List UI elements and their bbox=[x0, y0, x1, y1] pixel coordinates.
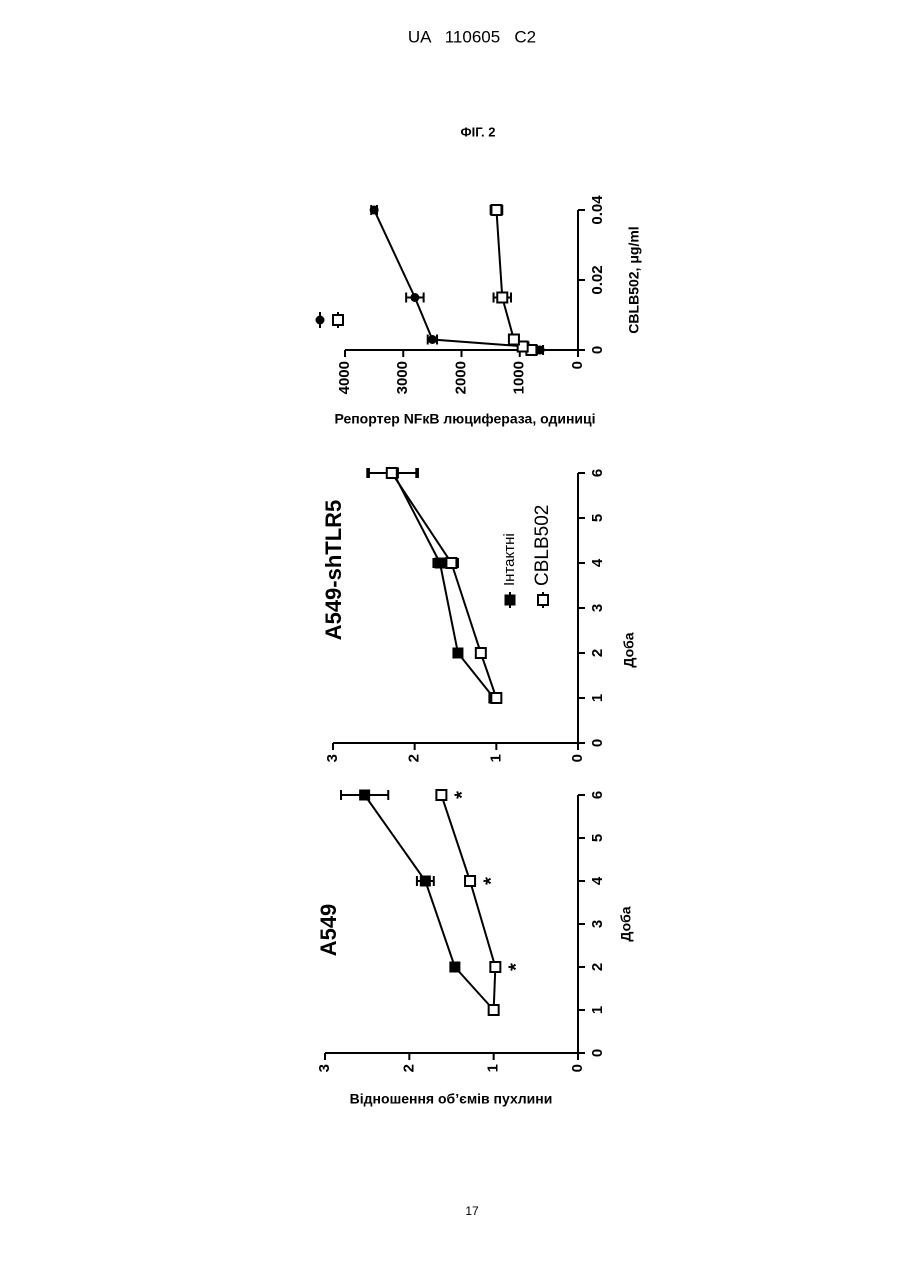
y-tick-label: 3000 bbox=[394, 361, 411, 394]
x-tick-label: 5 bbox=[589, 834, 606, 842]
patent-page: UA 110605 C2 ФІГ. 2 17 0 1 2 3 4 5 6 0 1 2 3 A549 До… bbox=[0, 0, 901, 1273]
marker bbox=[538, 595, 548, 605]
y-tick-label: 0 bbox=[569, 1064, 586, 1072]
y-tick-label: 1000 bbox=[511, 361, 528, 394]
series-line bbox=[496, 210, 531, 350]
marker bbox=[333, 315, 343, 325]
chart: 0 0.02 0.04 0 1000 2000 3000 4000 CBLB502, μg/ml… bbox=[316, 195, 642, 427]
marker bbox=[316, 316, 325, 325]
x-tick-label: 2 bbox=[589, 649, 606, 657]
marker bbox=[491, 205, 501, 215]
page: UA 110605 C2 ФІГ. 2 17 0 1 2 3 4 5 6 0 1 2 3 A549 До… bbox=[0, 0, 901, 1273]
marker bbox=[420, 876, 430, 886]
x-tick-label: 0.04 bbox=[589, 195, 606, 225]
marker bbox=[489, 1005, 499, 1015]
x-tick-label: 4 bbox=[589, 876, 606, 885]
marker bbox=[387, 468, 397, 478]
page-number: 17 bbox=[465, 1204, 479, 1218]
x-tick-label: 1 bbox=[589, 1006, 606, 1014]
x-axis-label: Доба bbox=[618, 906, 634, 941]
series-line bbox=[374, 210, 540, 350]
y-tick-label: 2 bbox=[400, 1064, 417, 1072]
x-tick-label: 3 bbox=[589, 920, 606, 928]
marker bbox=[490, 962, 500, 972]
x-axis-label: Доба bbox=[621, 632, 637, 667]
y-axis-label: Репортер NFкB люцифераза, одиниці bbox=[334, 411, 595, 427]
marker bbox=[509, 335, 519, 345]
y-tick-label: 1 bbox=[485, 1064, 502, 1072]
annotation: * bbox=[452, 791, 474, 799]
y-tick-label: 3 bbox=[324, 754, 341, 762]
marker bbox=[450, 962, 460, 972]
marker bbox=[497, 293, 507, 303]
x-tick-label: 0.02 bbox=[589, 265, 606, 294]
y-axis-label: Відношення об’ємів пухлини bbox=[350, 1091, 553, 1107]
x-tick-label: 2 bbox=[589, 963, 606, 971]
figure-label: ФІГ. 2 bbox=[461, 124, 496, 139]
y-tick-label: 2000 bbox=[452, 361, 469, 394]
marker bbox=[446, 558, 456, 568]
series-line bbox=[365, 795, 494, 1010]
y-tick-label: 0 bbox=[569, 361, 586, 369]
marker bbox=[453, 648, 463, 658]
marker bbox=[435, 558, 445, 568]
x-tick-label: 0 bbox=[589, 1049, 606, 1057]
x-tick-label: 6 bbox=[589, 791, 606, 799]
marker bbox=[370, 206, 379, 215]
marker bbox=[428, 335, 437, 344]
y-tick-label: 0 bbox=[569, 754, 586, 762]
series-line bbox=[393, 473, 493, 698]
chart-title: A549 bbox=[316, 904, 341, 957]
chart: 0 1 2 3 4 5 6 0 1 2 3 A549-shTLR5 Доба Інтактні CBLB50… bbox=[321, 468, 637, 762]
chart-title: A549-shTLR5 bbox=[321, 500, 346, 641]
annotation: * bbox=[480, 877, 502, 885]
marker bbox=[505, 595, 515, 605]
x-axis-label: CBLB502, μg/ml bbox=[626, 226, 642, 333]
marker bbox=[410, 293, 419, 302]
chart: 0 1 2 3 4 5 6 0 1 2 3 A549 Доба Відношення об’ємів пу… bbox=[316, 790, 634, 1107]
x-tick-label: 5 bbox=[589, 514, 606, 522]
marker bbox=[465, 876, 475, 886]
x-tick-label: 3 bbox=[589, 604, 606, 612]
header: UA 110605 C2 bbox=[408, 27, 536, 46]
marker bbox=[360, 790, 370, 800]
marker bbox=[491, 693, 501, 703]
y-tick-label: 2 bbox=[406, 754, 423, 762]
annotation: * bbox=[506, 963, 528, 971]
legend-label: Інтактні bbox=[501, 533, 518, 586]
y-tick-label: 1 bbox=[487, 754, 504, 762]
series-line bbox=[441, 795, 495, 1010]
x-tick-label: 0 bbox=[589, 739, 606, 747]
x-tick-label: 6 bbox=[589, 469, 606, 477]
x-tick-label: 0 bbox=[589, 346, 606, 354]
marker bbox=[436, 790, 446, 800]
y-tick-label: 4000 bbox=[336, 361, 353, 394]
legend-label: CBLB502 bbox=[532, 505, 553, 586]
marker bbox=[476, 648, 486, 658]
x-tick-label: 1 bbox=[589, 694, 606, 702]
y-tick-label: 3 bbox=[316, 1064, 333, 1072]
x-tick-label: 4 bbox=[589, 558, 606, 567]
